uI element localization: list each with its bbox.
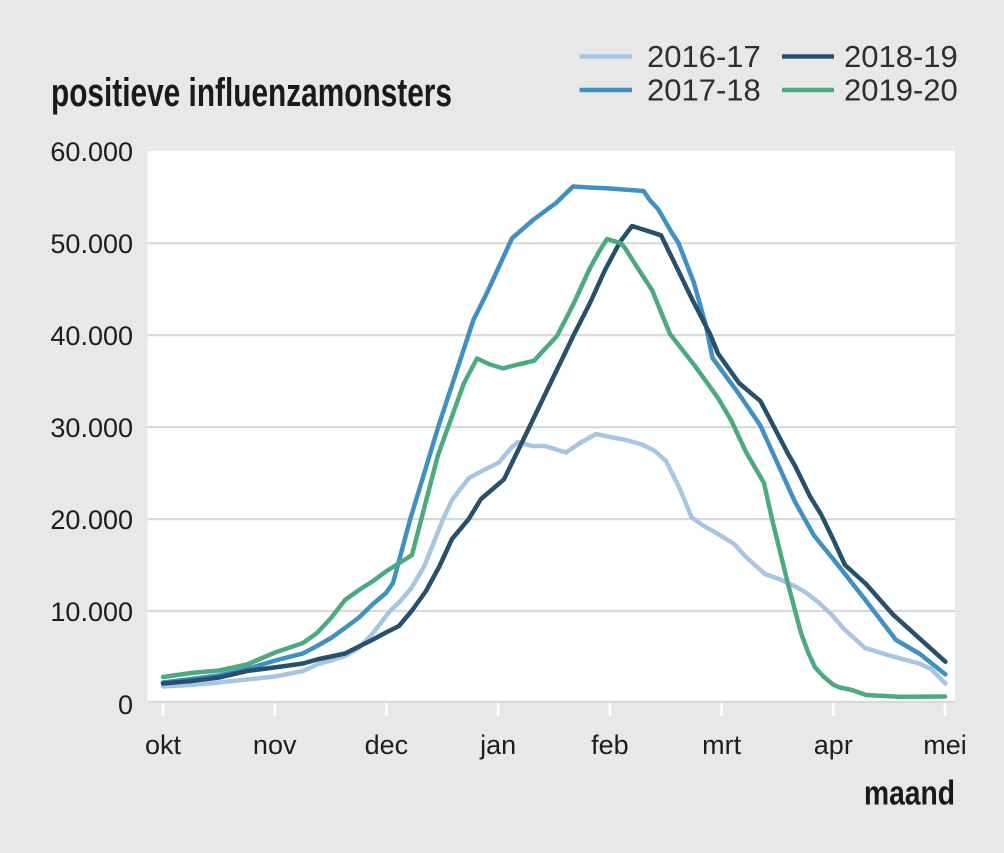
svg-text:jan: jan: [479, 730, 516, 760]
svg-text:okt: okt: [145, 730, 182, 760]
svg-text:30.000: 30.000: [50, 413, 133, 443]
svg-text:2017-18: 2017-18: [647, 73, 761, 108]
svg-text:dec: dec: [365, 730, 409, 760]
svg-text:mrt: mrt: [702, 730, 741, 760]
svg-text:2016-17: 2016-17: [647, 39, 761, 74]
svg-text:maand: maand: [864, 775, 955, 813]
svg-text:60.000: 60.000: [50, 137, 133, 167]
svg-text:2018-19: 2018-19: [844, 39, 958, 74]
svg-text:10.000: 10.000: [50, 597, 133, 627]
svg-text:20.000: 20.000: [50, 505, 133, 535]
svg-text:mei: mei: [923, 730, 967, 760]
svg-text:40.000: 40.000: [50, 321, 133, 351]
svg-text:0: 0: [118, 690, 133, 720]
svg-text:2019-20: 2019-20: [844, 73, 958, 108]
svg-text:positieve influenzamonsters: positieve influenzamonsters: [51, 71, 452, 115]
svg-text:50.000: 50.000: [50, 229, 133, 259]
svg-text:feb: feb: [591, 730, 629, 760]
svg-text:apr: apr: [814, 730, 853, 760]
svg-text:nov: nov: [253, 730, 297, 760]
